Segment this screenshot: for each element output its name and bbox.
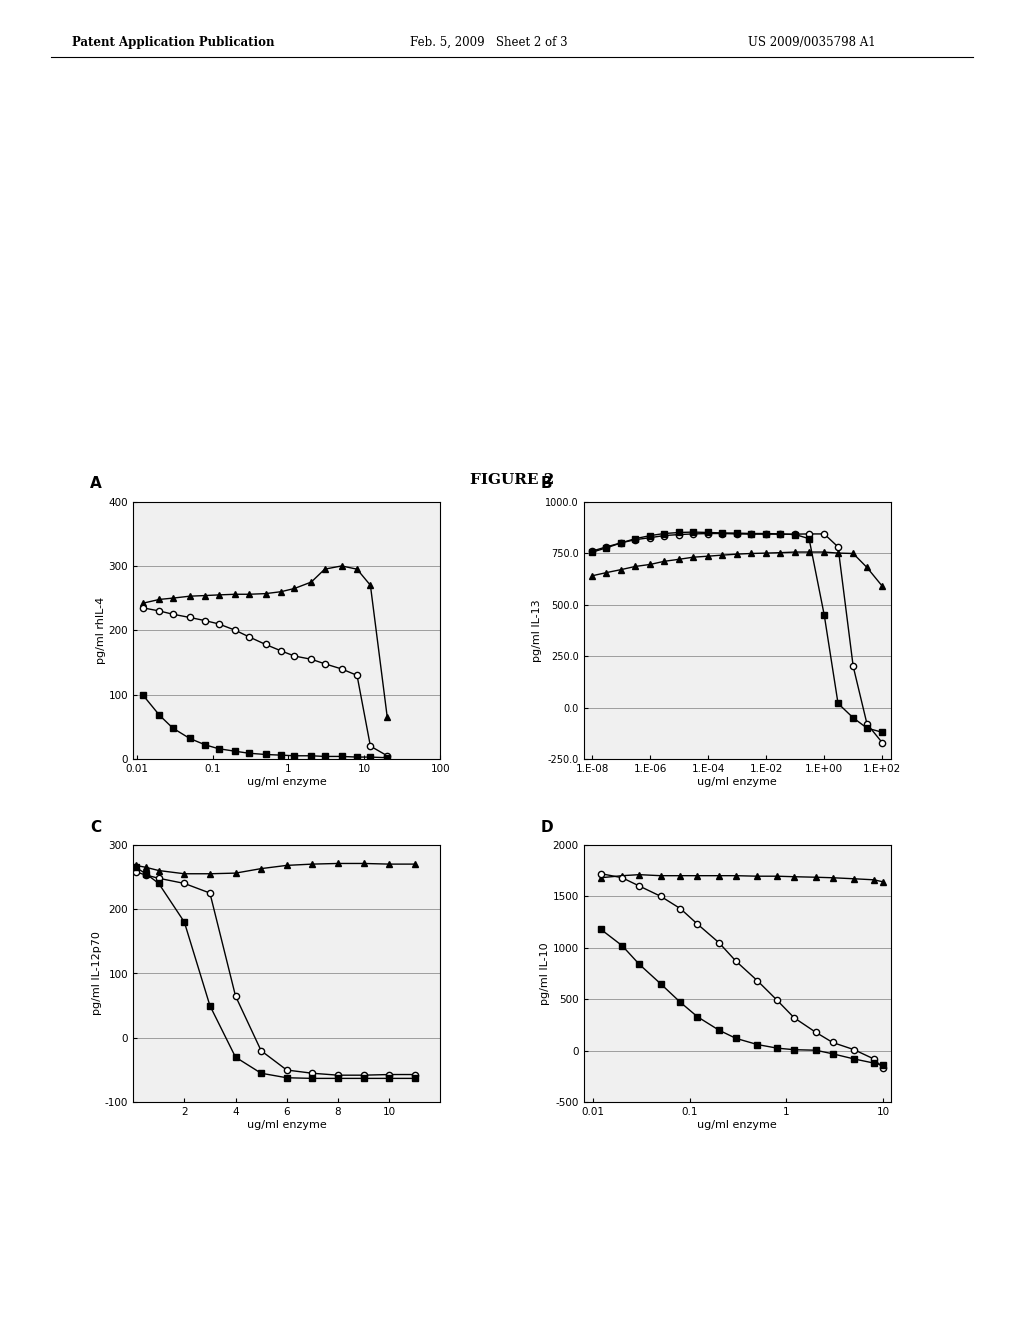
Text: Feb. 5, 2009   Sheet 2 of 3: Feb. 5, 2009 Sheet 2 of 3	[410, 36, 567, 49]
Text: B: B	[541, 477, 552, 491]
Y-axis label: pg/ml rhIL-4: pg/ml rhIL-4	[96, 597, 105, 664]
X-axis label: ug/ml enzyme: ug/ml enzyme	[247, 776, 327, 787]
X-axis label: ug/ml enzyme: ug/ml enzyme	[697, 1119, 777, 1130]
Text: Patent Application Publication: Patent Application Publication	[72, 36, 274, 49]
Text: A: A	[90, 477, 101, 491]
Text: C: C	[90, 820, 101, 834]
Text: D: D	[541, 820, 553, 834]
X-axis label: ug/ml enzyme: ug/ml enzyme	[247, 1119, 327, 1130]
X-axis label: ug/ml enzyme: ug/ml enzyme	[697, 776, 777, 787]
Y-axis label: pg/ml IL-10: pg/ml IL-10	[540, 942, 550, 1005]
Text: FIGURE 2: FIGURE 2	[470, 474, 554, 487]
Text: US 2009/0035798 A1: US 2009/0035798 A1	[748, 36, 876, 49]
Y-axis label: pg/ml IL-12p70: pg/ml IL-12p70	[92, 932, 102, 1015]
Y-axis label: pg/ml IL-13: pg/ml IL-13	[532, 599, 543, 661]
